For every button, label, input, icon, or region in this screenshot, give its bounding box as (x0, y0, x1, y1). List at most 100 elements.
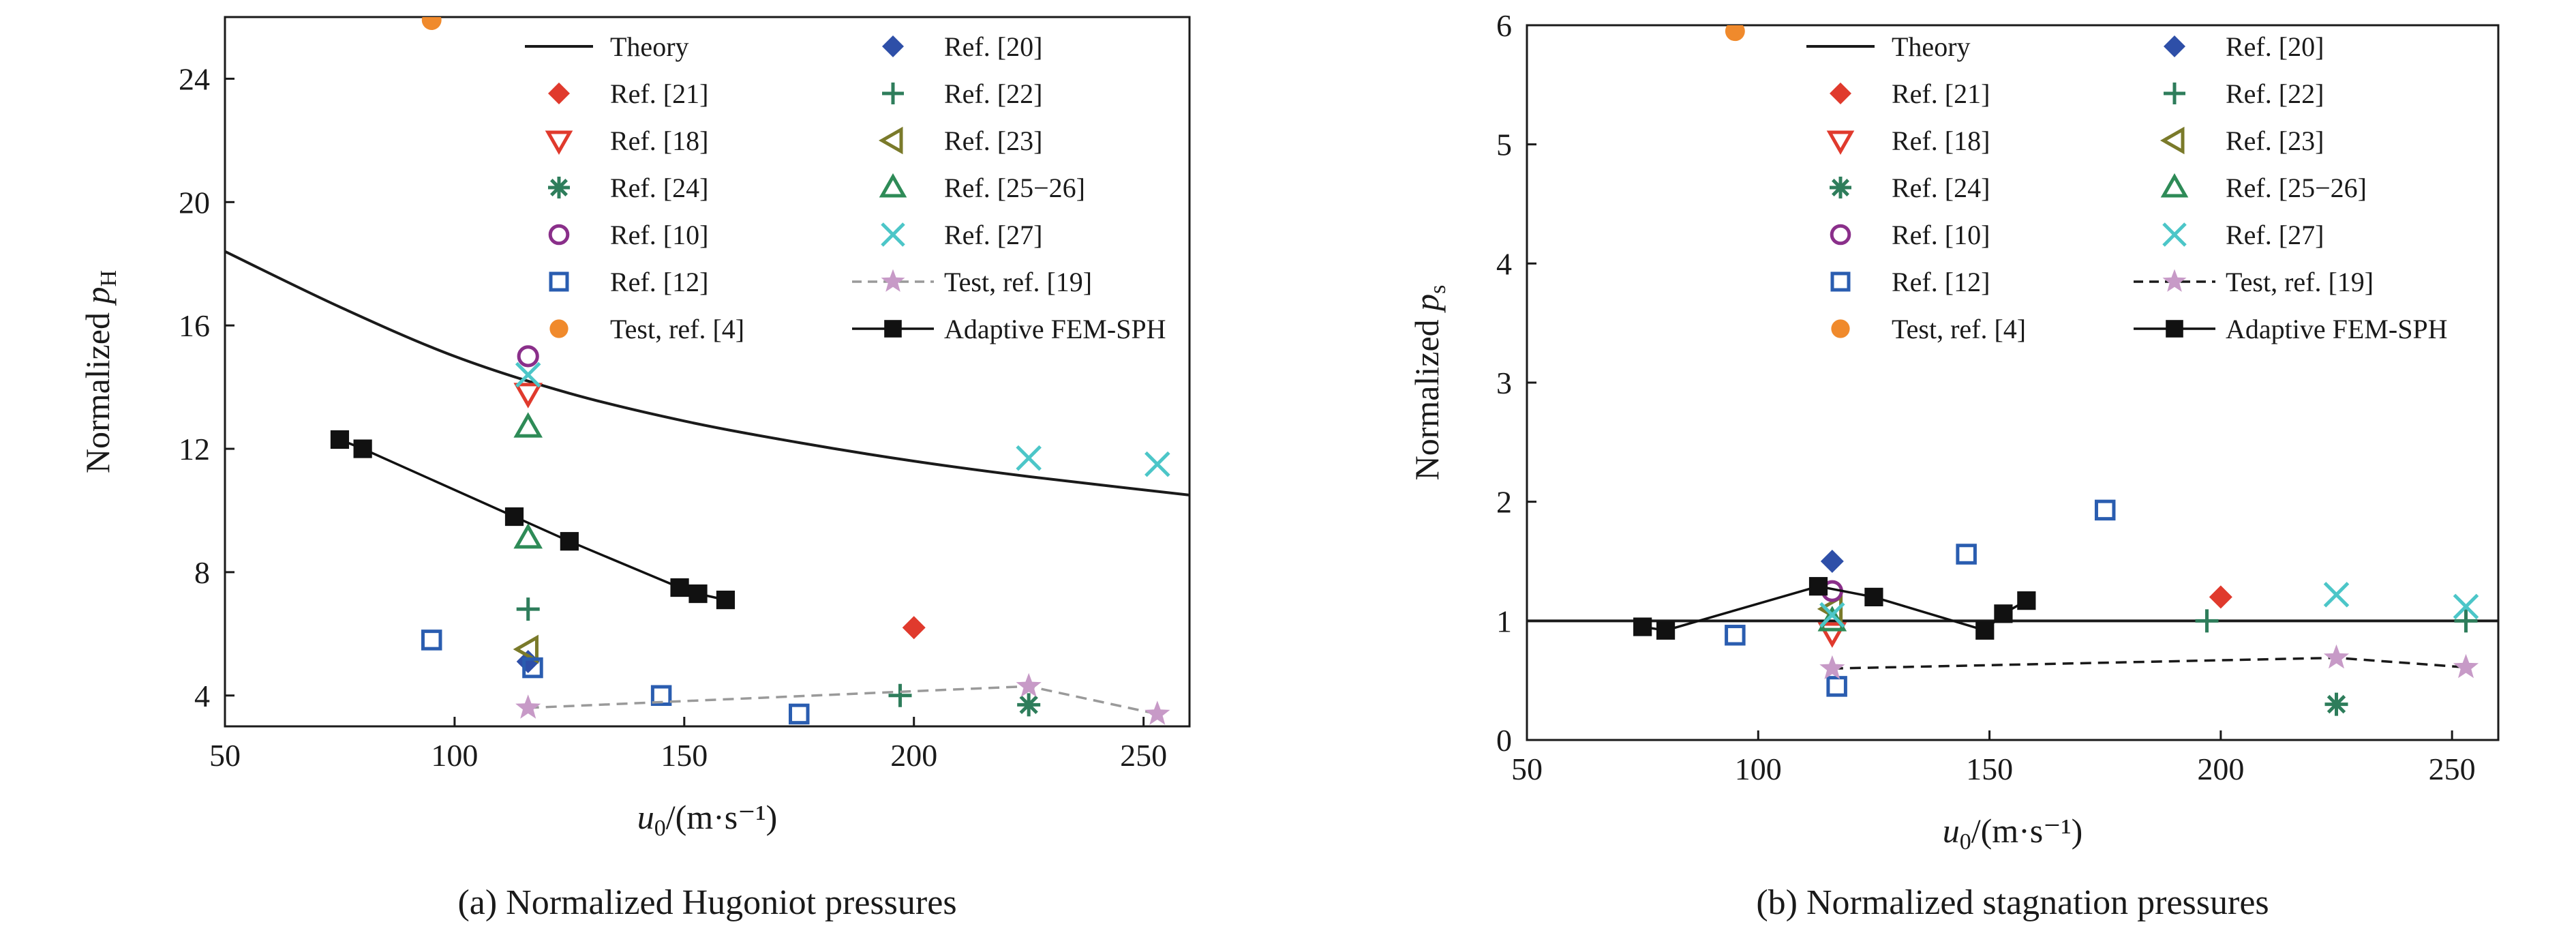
legend-item: Ref. [21] (1830, 78, 1990, 109)
x-tick-label: 250 (1120, 738, 1167, 773)
square-filled-marker-shape (353, 439, 372, 458)
square-filled-marker-shape (560, 532, 579, 551)
series-ref-21 (902, 616, 926, 640)
x-marker-shape (2323, 582, 2350, 608)
series-ref-12 (421, 630, 810, 725)
data-point (2017, 591, 2036, 610)
x-axis-label: u0/(m·s⁻¹) (637, 798, 778, 841)
data-point (517, 345, 539, 368)
data-point (1725, 625, 1746, 646)
series-connector-line (339, 438, 726, 602)
data-point (2209, 585, 2232, 609)
legend-item: Ref. [10] (548, 220, 708, 250)
plot-frame (224, 16, 1191, 728)
data-point (1820, 550, 1844, 573)
square-filled-marker-shape (1656, 621, 1676, 640)
triangle-up-marker-shape (879, 173, 907, 198)
legend-label: Adaptive FEM-SPH (2226, 314, 2448, 344)
data-point (1819, 602, 1845, 628)
diamond-marker-shape (1830, 83, 1851, 104)
data-point (1808, 577, 1828, 596)
legend-label: Ref. [20] (944, 31, 1042, 62)
legend-marker (2162, 222, 2187, 247)
asterisk-marker-shape (2324, 692, 2348, 716)
data-point (513, 523, 543, 549)
y-tick-label: 12 (179, 432, 210, 466)
data-point (516, 597, 540, 621)
data-point (353, 439, 372, 458)
data-point (2094, 499, 2116, 521)
data-point (504, 507, 524, 527)
legend-marker (548, 224, 570, 246)
plus-marker-shape (882, 83, 904, 104)
data-point (1826, 676, 1847, 697)
data-point (789, 703, 810, 725)
x-marker-shape (1145, 451, 1170, 477)
legend-item: Adaptive FEM-SPH (2134, 314, 2448, 344)
square-filled-marker-shape (1975, 621, 1995, 640)
data-point (515, 694, 541, 719)
legend-marker (1831, 319, 1850, 338)
legend: Theory Ref. [20] Ref. [21] Ref. [22] Ref. [1… (1806, 31, 2448, 344)
data-point (1016, 445, 1042, 471)
data-point (1725, 25, 1745, 42)
triangle-down-marker-shape (1817, 622, 1847, 648)
data-point (1956, 544, 1977, 565)
square-filled-marker-shape (670, 578, 689, 597)
y-tick-label: 4 (1496, 246, 1512, 281)
data-point (1145, 700, 1170, 725)
legend-item: Theory (525, 31, 689, 62)
legend-marker (879, 173, 907, 198)
y-axis-label-sub: s (1425, 285, 1451, 294)
series-ref-25-26 (513, 412, 543, 549)
square-filled-marker-shape (2166, 320, 2183, 338)
legend-item: Ref. [22] (2164, 78, 2324, 109)
legend-marker (2162, 269, 2187, 292)
circle-filled-marker-shape (1831, 319, 1850, 338)
legend-item: Theory (1806, 31, 1971, 62)
x-axis-label-var: u (1943, 812, 1960, 850)
legend-item: Ref. [24] (548, 173, 708, 203)
circle-filled-marker-shape (549, 319, 569, 338)
legend-label: Ref. [25−26] (2226, 173, 2367, 203)
diamond-marker-shape (882, 35, 904, 57)
square-filled-marker-shape (1808, 577, 1828, 596)
star-marker-shape (1819, 655, 1845, 679)
y-tick-label: 3 (1496, 366, 1512, 400)
triangle-down-marker-shape (513, 383, 543, 409)
circle-open-marker-shape (1830, 224, 1851, 246)
legend-label: Ref. [24] (610, 173, 708, 203)
x-axis-label-var: u (637, 798, 654, 836)
plus-marker-shape (516, 597, 540, 621)
circle-filled-marker-shape (421, 17, 442, 30)
legend-label: Theory (1892, 31, 1971, 62)
legend-item: Test, ref. [4] (549, 314, 744, 344)
legend-label: Ref. [18] (1892, 125, 1990, 156)
data-point (670, 578, 689, 597)
legend-label: Ref. [21] (610, 78, 708, 109)
legend-item: Ref. [25−26] (879, 173, 1085, 203)
y-axis-label: Normalized pH (78, 270, 121, 473)
legend-item: Ref. [22] (882, 78, 1042, 109)
square-filled-marker-shape (716, 591, 736, 610)
diamond-marker-shape (548, 83, 570, 104)
data-point (513, 383, 543, 409)
data-point (1819, 655, 1845, 679)
data-point (1994, 604, 2013, 623)
circle-open-marker-shape (517, 345, 539, 368)
legend-label: Ref. [12] (1892, 267, 1990, 297)
diamond-marker-shape (1820, 550, 1844, 573)
legend-item: Ref. [20] (882, 31, 1042, 62)
plus-marker-shape (2454, 609, 2478, 633)
legend-marker (1830, 271, 1851, 292)
square-open-marker-shape (650, 685, 672, 707)
legend-label: Ref. [18] (610, 125, 708, 156)
square-open-marker-shape (1826, 676, 1847, 697)
x-tick-label: 250 (2429, 752, 2476, 786)
x-marker-shape (2162, 222, 2187, 247)
legend-item: Adaptive FEM-SPH (852, 314, 1166, 344)
x-axis-label-unit: /(m·s⁻¹) (1971, 812, 2083, 850)
plus-marker-shape (888, 683, 912, 707)
x-tick-label: 100 (431, 738, 478, 773)
x-tick-label: 50 (209, 738, 241, 773)
